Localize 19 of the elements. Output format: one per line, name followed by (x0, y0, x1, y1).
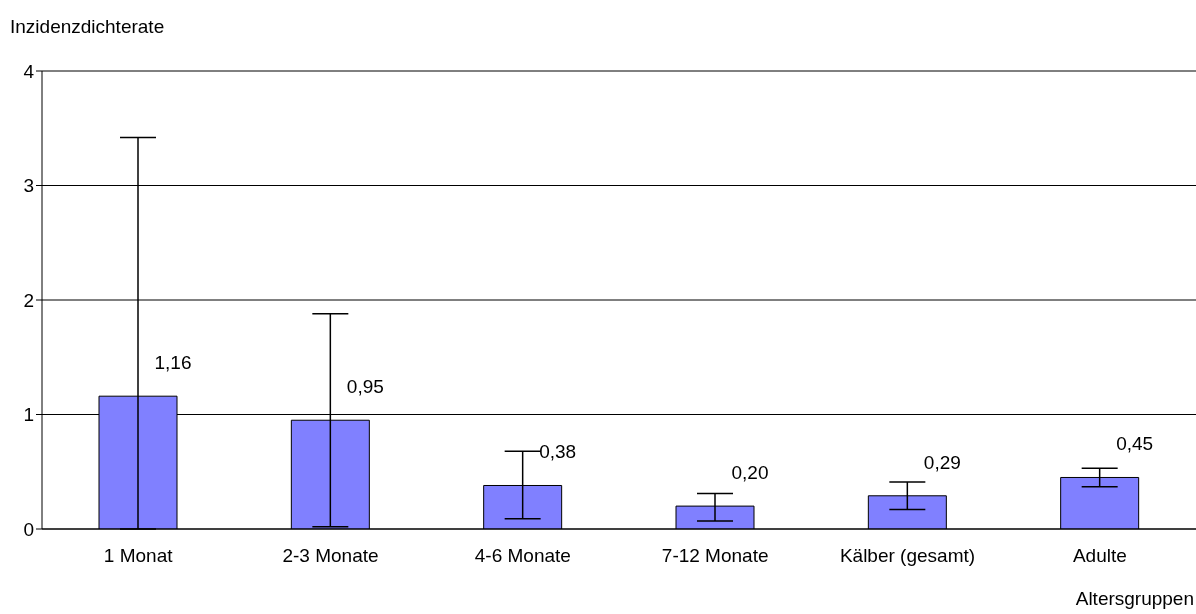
x-tick-label: Kälber (gesamt) (839, 545, 976, 567)
y-axis-title: Inzidenzdichterate (10, 16, 165, 38)
data-label: 1,16 (154, 352, 192, 374)
y-tick-label: 2 (23, 289, 34, 311)
y-tick-label: 0 (23, 518, 34, 540)
data-label: 0,45 (1116, 433, 1154, 455)
data-label: 0,29 (923, 451, 961, 473)
x-axis-title: Altersgruppen (1075, 588, 1194, 610)
y-tick-label: 1 (23, 404, 34, 426)
data-label: 0,38 (539, 441, 577, 463)
data-label: 0,95 (346, 376, 384, 398)
x-tick-label: 2-3 Monate (282, 545, 379, 567)
y-tick-label: 4 (23, 60, 35, 82)
x-tick-label: Adulte (1072, 545, 1127, 567)
data-label: 0,20 (731, 462, 769, 484)
x-tick-label: 7-12 Monate (661, 545, 769, 567)
x-tick-label: 1 Monat (103, 545, 174, 567)
x-tick-label: 4-6 Monate (474, 545, 571, 567)
y-tick-label: 3 (23, 175, 34, 197)
